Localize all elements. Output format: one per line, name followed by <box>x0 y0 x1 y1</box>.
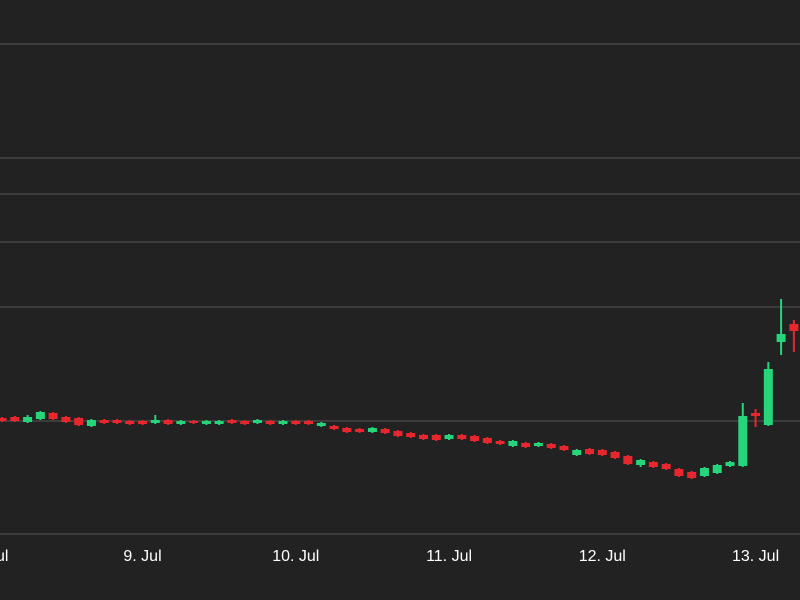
candle-body <box>559 446 569 450</box>
candle-body <box>10 417 20 421</box>
candle-body <box>291 421 301 424</box>
candle-body <box>48 413 58 419</box>
candle-body <box>329 426 339 429</box>
candle-body <box>725 462 735 466</box>
candle-body <box>789 324 799 331</box>
candle-body <box>763 369 773 425</box>
candle-body <box>112 420 122 423</box>
candle-body <box>265 421 275 424</box>
candle-body <box>214 421 224 424</box>
candle-body <box>776 334 786 342</box>
candle-body <box>751 413 761 416</box>
candle-body <box>61 417 71 422</box>
candle-body <box>508 441 518 446</box>
candle-body <box>138 421 148 424</box>
candle-body <box>610 452 620 458</box>
candle-body <box>687 472 697 478</box>
candle-body <box>444 435 454 439</box>
candle-body <box>572 450 582 455</box>
candle-body <box>699 468 709 476</box>
x-tick-label: 12. Jul <box>579 548 626 565</box>
candle-body <box>367 428 377 432</box>
candle-body <box>470 436 480 441</box>
candle-body <box>546 444 556 448</box>
candle-body <box>533 443 543 446</box>
x-tick-label: 13. Jul <box>732 548 779 565</box>
candle-body <box>227 420 237 423</box>
candle-body <box>240 421 250 424</box>
candle-body <box>521 443 531 447</box>
candle-body <box>163 420 173 424</box>
candle-body <box>648 462 658 467</box>
candle-body <box>674 469 684 476</box>
candle-body <box>23 417 33 422</box>
candle-body <box>355 429 365 432</box>
candle-body <box>623 456 633 464</box>
candle-body <box>585 449 595 454</box>
candle-body <box>495 441 505 444</box>
candle-body <box>316 423 326 426</box>
candle-body <box>201 421 211 424</box>
candle-body <box>74 418 84 425</box>
candle-body <box>431 435 441 440</box>
x-tick-label: 9. Jul <box>123 548 161 565</box>
candle-body <box>304 421 314 424</box>
candle-body <box>35 412 45 419</box>
candle-body <box>661 464 671 469</box>
candle-body <box>150 420 160 423</box>
candle-body <box>482 438 492 443</box>
candle-body <box>712 465 722 473</box>
candle-body <box>406 433 416 437</box>
candle-body <box>597 450 607 455</box>
candle-body <box>393 431 403 436</box>
x-tick-label: 10. Jul <box>272 548 319 565</box>
candle-body <box>189 421 199 423</box>
candle-body <box>278 421 288 424</box>
candle-body <box>457 435 467 439</box>
candle-body <box>380 429 390 433</box>
candle-body <box>418 435 428 439</box>
candle-body <box>125 421 135 424</box>
candle-body <box>99 420 109 423</box>
x-tick-label: 8. Jul <box>0 548 8 565</box>
candle-body <box>636 460 646 465</box>
candle-body <box>252 420 262 423</box>
candle-body <box>0 418 7 421</box>
x-tick-label: 11. Jul <box>426 548 472 565</box>
candle-body <box>176 421 186 424</box>
candle-body <box>86 420 96 426</box>
candle-body <box>738 416 748 466</box>
candle-body <box>342 428 352 432</box>
